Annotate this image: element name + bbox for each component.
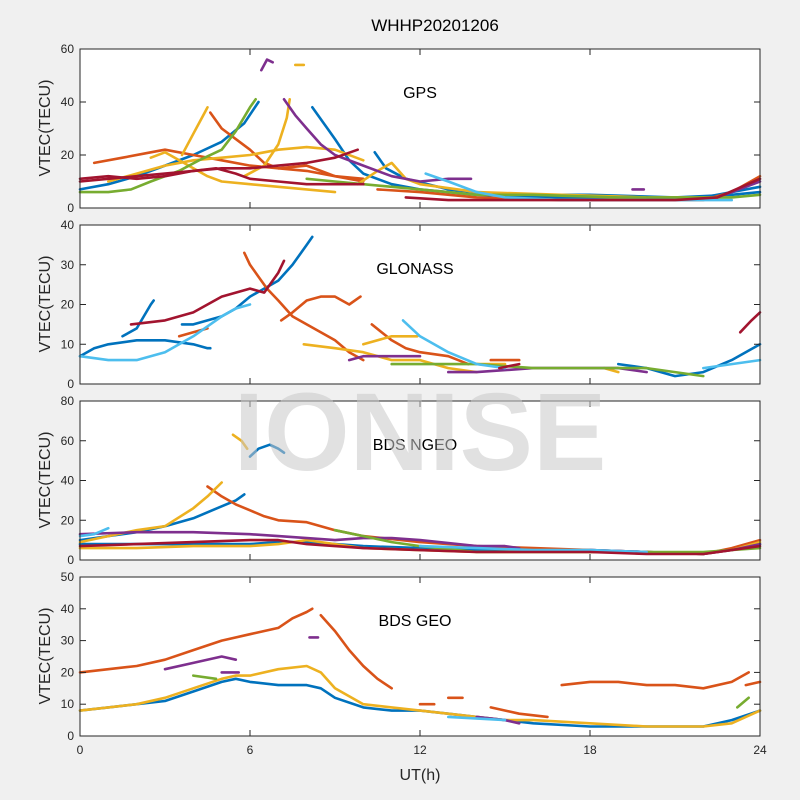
y-tick-label: 20 (61, 298, 75, 312)
series-line (447, 715, 507, 722)
series-line (744, 680, 762, 687)
series-line (401, 319, 507, 370)
y-tick-label: 10 (61, 697, 75, 711)
series-line (231, 433, 249, 450)
series-line (192, 674, 218, 681)
x-tick-label: 6 (247, 743, 254, 757)
series-line (560, 671, 750, 690)
panel-bds-ngeo: 0 20 40 60 80 VTEC(TECU) BDS NGEO (37, 394, 762, 567)
panel-gps: 0 20 40 60 VTEC(TECU) GPS (37, 42, 762, 215)
series-line (243, 251, 365, 362)
watermark: IONISE (234, 371, 607, 494)
x-axis-label: UT(h) (400, 767, 441, 784)
y-axis-label: VTEC(TECU) (37, 432, 54, 529)
series-line (248, 443, 286, 458)
series-line (149, 151, 337, 194)
y-tick-label: 20 (61, 665, 75, 679)
x-tick-label: 12 (413, 743, 427, 757)
series-line (78, 339, 212, 358)
series-line (78, 664, 762, 728)
series-line (418, 544, 648, 554)
series-line (498, 362, 521, 370)
series-line (78, 607, 314, 674)
panel-label: GLONASS (376, 261, 453, 278)
series-line (78, 303, 252, 362)
y-tick-label: 30 (61, 634, 75, 648)
series-line (404, 177, 762, 202)
series-line (78, 167, 365, 186)
y-axis-label: VTEC(TECU) (37, 80, 54, 177)
series-line (78, 148, 359, 181)
series-line (282, 98, 473, 183)
series-line (180, 235, 314, 326)
series-group (78, 433, 762, 556)
series-line (78, 677, 762, 728)
plot-area (80, 577, 760, 736)
series-line (362, 335, 419, 346)
x-tick-label: 18 (583, 743, 597, 757)
series-line (260, 58, 274, 72)
series-line (163, 655, 238, 671)
y-tick-label: 0 (67, 201, 74, 215)
y-axis-label: VTEC(TECU) (37, 608, 54, 705)
series-line (738, 311, 762, 334)
series-line (736, 696, 750, 709)
panel-label: BDS GEO (379, 613, 452, 630)
series-line (489, 706, 549, 719)
y-tick-label: 0 (67, 553, 74, 567)
series-line (702, 358, 762, 370)
series-group (78, 58, 762, 202)
series-line (121, 299, 155, 338)
x-tick-label: 24 (753, 743, 767, 757)
series-line (78, 98, 257, 194)
y-tick-label: 60 (61, 434, 75, 448)
y-tick-label: 40 (61, 95, 75, 109)
y-tick-label: 60 (61, 42, 75, 56)
y-tick-label: 20 (61, 513, 75, 527)
series-line (78, 530, 521, 550)
series-line (78, 526, 110, 538)
y-tick-label: 80 (61, 394, 75, 408)
series-line (319, 613, 393, 690)
series-line (279, 295, 362, 322)
series-line (243, 98, 291, 178)
series-line (129, 259, 286, 326)
panel-bds-geo: 0 6 12 18 24 0 10 20 30 40 50 VTEC(TECU) BDS GEO (37, 570, 767, 757)
series-line (92, 148, 365, 181)
series-line (180, 106, 209, 157)
series-line (107, 145, 365, 183)
y-tick-label: 0 (67, 377, 74, 391)
x-tick-label: 0 (77, 743, 84, 757)
y-tick-label: 20 (61, 148, 75, 162)
y-tick-label: 40 (61, 602, 75, 616)
series-group (78, 607, 762, 728)
y-tick-label: 30 (61, 258, 75, 272)
series-line (302, 343, 478, 374)
panel-label: GPS (403, 85, 437, 102)
y-axis-label: VTEC(TECU) (37, 256, 54, 353)
series-line (78, 538, 762, 556)
figure-title: WHHP20201206 (371, 16, 499, 35)
y-tick-label: 10 (61, 337, 75, 351)
series-line (347, 354, 422, 362)
y-tick-label: 50 (61, 570, 75, 584)
series-line (78, 481, 223, 544)
y-tick-label: 40 (61, 218, 75, 232)
y-tick-label: 0 (67, 729, 74, 743)
panel-glonass: 0 10 20 30 40 VTEC(TECU) GLONASS (37, 218, 762, 391)
y-tick-label: 40 (61, 474, 75, 488)
panel-label: BDS NGEO (373, 437, 457, 454)
series-group (78, 235, 762, 378)
series-line (390, 362, 705, 378)
